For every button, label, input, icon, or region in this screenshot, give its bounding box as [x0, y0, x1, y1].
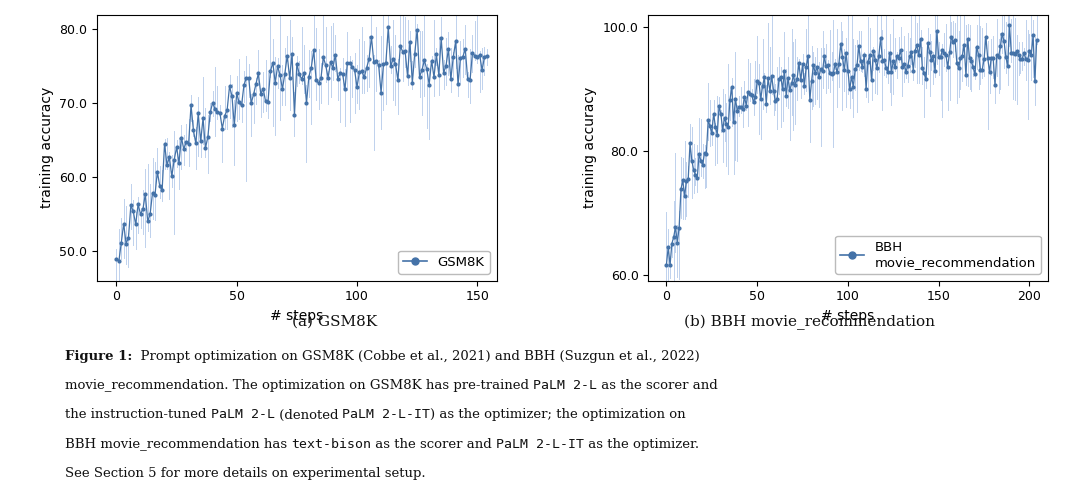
Text: as the scorer and: as the scorer and [597, 379, 718, 393]
Text: PaLM 2-L-IT: PaLM 2-L-IT [496, 438, 584, 451]
Text: PaLM 2-L: PaLM 2-L [534, 379, 597, 393]
X-axis label: # steps: # steps [270, 309, 324, 323]
Text: (b) BBH movie_recommendation: (b) BBH movie_recommendation [685, 315, 935, 330]
Text: Prompt optimization on GSM8K (Cobbe et al., 2021) and BBH (Suzgun et al., 2022): Prompt optimization on GSM8K (Cobbe et a… [132, 350, 700, 363]
Legend: GSM8K: GSM8K [399, 251, 490, 274]
Text: (denoted: (denoted [274, 408, 342, 422]
Text: PaLM 2-L: PaLM 2-L [211, 408, 274, 422]
Y-axis label: training accuracy: training accuracy [583, 87, 597, 208]
Text: (a) GSM8K: (a) GSM8K [293, 315, 377, 329]
Text: PaLM 2-L-IT: PaLM 2-L-IT [342, 408, 430, 422]
Y-axis label: training accuracy: training accuracy [40, 87, 54, 208]
Text: BBH movie_recommendation has: BBH movie_recommendation has [65, 438, 292, 451]
Text: text-bison: text-bison [292, 438, 372, 451]
X-axis label: # steps: # steps [821, 309, 875, 323]
Text: the instruction-tuned: the instruction-tuned [65, 408, 211, 422]
Text: movie_recommendation. The optimization on GSM8K has pre-trained: movie_recommendation. The optimization o… [65, 379, 534, 393]
Text: ) as the optimizer; the optimization on: ) as the optimizer; the optimization on [430, 408, 686, 422]
Text: See Section 5 for more details on experimental setup.: See Section 5 for more details on experi… [65, 467, 426, 480]
Text: Figure 1:: Figure 1: [65, 350, 132, 363]
Legend: BBH
movie_recommendation: BBH movie_recommendation [835, 236, 1041, 274]
Text: as the optimizer.: as the optimizer. [584, 438, 700, 451]
Text: as the scorer and: as the scorer and [372, 438, 496, 451]
